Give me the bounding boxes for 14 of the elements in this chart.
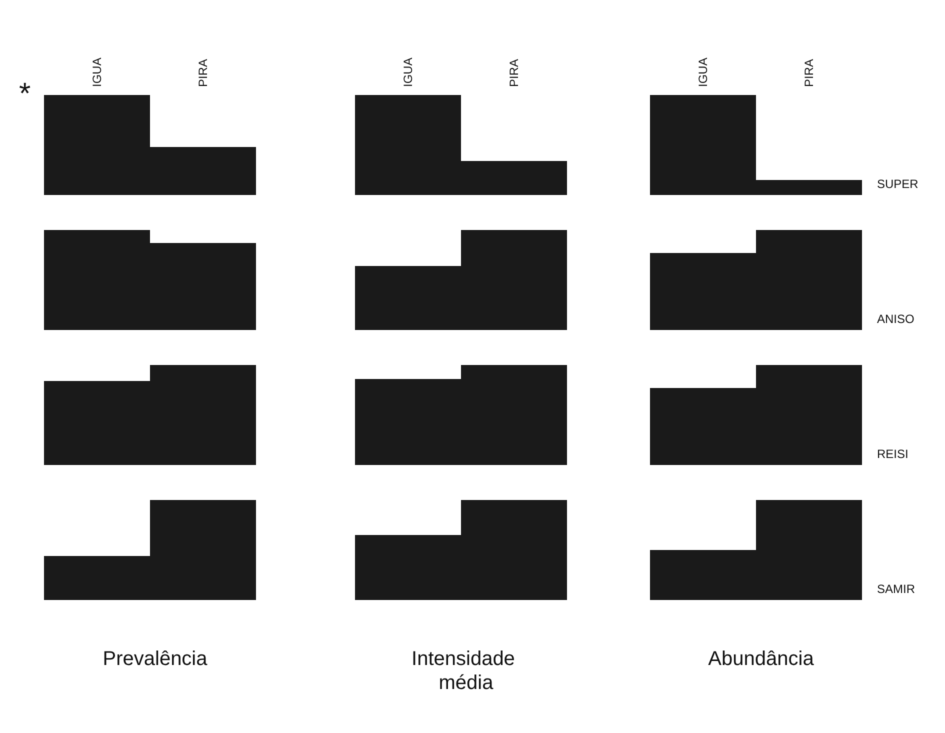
x-tick-label: IGUA (696, 58, 710, 87)
x-axis-title: Abundância (708, 648, 815, 670)
x-axis-title: Intensidade média (412, 648, 520, 694)
y-axis-title: SUPER (877, 177, 919, 191)
y-axis-title: SAMIR (877, 582, 916, 596)
x-axis-title: Prevalência (102, 648, 208, 670)
y-axis-title: REISI (877, 447, 908, 461)
y-axis-title: ANISO (877, 312, 914, 326)
x-tick-label: PIRA (196, 58, 210, 87)
x-tick-label: PIRA (802, 58, 816, 87)
x-tick-label: IGUA (401, 58, 415, 87)
x-tick-label: PIRA (507, 58, 521, 87)
x-tick-label: IGUA (90, 58, 104, 87)
text: * (19, 78, 31, 110)
